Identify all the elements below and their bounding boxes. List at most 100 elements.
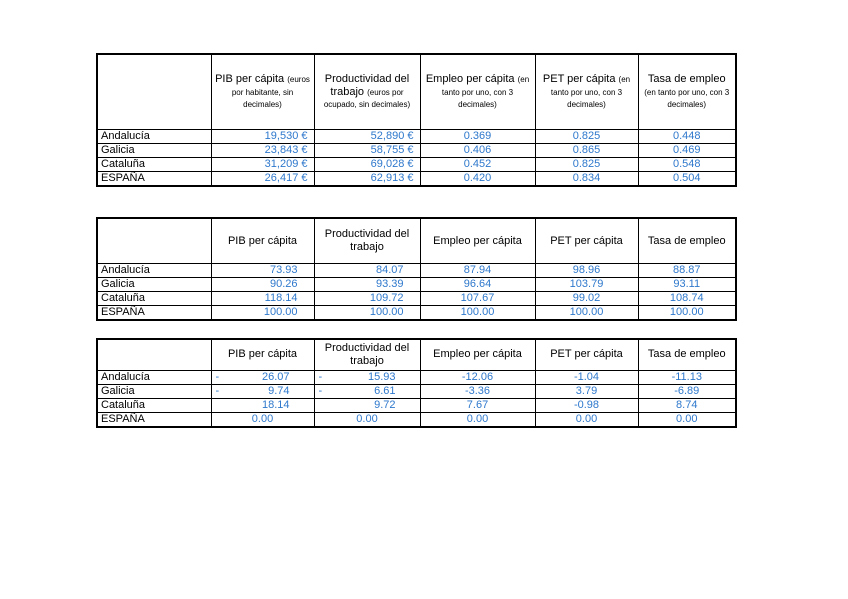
column-header: PET per cápita (en tanto por uno, con 3 … — [534, 53, 639, 130]
value-cell: 8.74 — [637, 397, 737, 413]
value-cell: 90.26 — [210, 277, 315, 292]
column-header: PET per cápita — [534, 217, 639, 264]
value-cell: 0.548 — [637, 157, 737, 172]
value-cell: 100.00 — [637, 305, 737, 321]
negative-dash: - — [318, 384, 323, 397]
column-title: PIB per cápita — [227, 234, 298, 247]
value-cell: 103.79 — [534, 277, 639, 292]
value-cell: - 15.93 — [313, 369, 421, 385]
value-cell: 0.406 — [419, 143, 536, 158]
column-header: PIB per cápita (euros por habitante, sin… — [210, 53, 315, 130]
row-label: ESPAÑA — [96, 411, 212, 428]
data-row: Andalucía 73.93 84.07 87.94 98.96 88.87 — [96, 263, 737, 278]
column-subtitle: (euros por habitante, sin decimales) — [231, 74, 310, 110]
negative-dash: - — [318, 370, 323, 383]
value-cell: 109.72 — [313, 291, 421, 306]
cell-value: 9.74 — [268, 384, 290, 397]
column-title: Empleo per cápita — [425, 72, 515, 85]
value-cell: - 26.07 — [210, 369, 315, 385]
table-indices: PIB per cápita Productividad del trabajo E… — [96, 217, 737, 321]
value-cell: 100.00 — [210, 305, 315, 321]
table-diferencias: PIB per cápita Productividad del trabajo E… — [96, 338, 737, 428]
value-cell: 23,843 € — [210, 143, 315, 158]
row-label: Andalucía — [96, 129, 212, 144]
data-row: Cataluña 31,209 €69,028 €0.452 0.825 0.548 — [96, 157, 737, 172]
column-header: Tasa de empleo — [637, 338, 737, 371]
column-subtitle: (en tanto por uno, con 3 decimales) — [550, 74, 631, 110]
column-header: Empleo per cápita (en tanto por uno, con… — [419, 53, 536, 130]
column-title: Tasa de empleo — [647, 72, 726, 85]
value-cell: 52,890 € — [313, 129, 421, 144]
data-row: Cataluña 118.14 109.72 107.67 99.02 108.74 — [96, 291, 737, 306]
row-label: Cataluña — [96, 291, 212, 306]
value-cell: 93.39 — [313, 277, 421, 292]
value-cell: 3.79 — [534, 383, 639, 399]
row-label: Andalucía — [96, 369, 212, 385]
value-cell: 108.74 — [637, 291, 737, 306]
column-header: Tasa de empleo — [637, 217, 737, 264]
value-cell: 9.72 — [313, 397, 421, 413]
data-row: Andalucía 19,530 €52,890 €0.369 0.825 0.448 — [96, 129, 737, 144]
corner-cell — [96, 338, 212, 371]
data-row: ESPAÑA 26,417 €62,913 €0.420 0.834 0.504 — [96, 171, 737, 187]
value-cell: 0.825 — [534, 129, 639, 144]
value-cell: 88.87 — [637, 263, 737, 278]
column-header: Empleo per cápita — [419, 338, 536, 371]
value-cell: 100.00 — [313, 305, 421, 321]
value-cell: -3.36 — [419, 383, 536, 399]
data-row: Galicia -9.74-6.61 -3.36 3.79 -6.89 — [96, 383, 737, 399]
row-label: Galicia — [96, 143, 212, 158]
value-cell: -11.13 — [637, 369, 737, 385]
data-row: ESPAÑA 0.00 0.00 0.00 0.00 0.00 — [96, 411, 737, 428]
value-cell: 96.64 — [419, 277, 536, 292]
value-cell: 7.67 — [419, 397, 536, 413]
value-cell: 18.14 — [210, 397, 315, 413]
value-cell: 0.00 — [534, 411, 639, 428]
accounting-negative: - 15.93 — [318, 370, 396, 383]
column-header: PET per cápita — [534, 338, 639, 371]
value-cell: 98.96 — [534, 263, 639, 278]
value-cell: 0.504 — [637, 171, 737, 187]
column-title: Tasa de empleo — [647, 234, 726, 247]
column-header: Empleo per cápita — [419, 217, 536, 264]
cell-value: 26.07 — [261, 370, 290, 383]
cell-value: 15.93 — [367, 370, 396, 383]
data-row: Cataluña 18.14 9.72 7.67 -0.98 8.74 — [96, 397, 737, 413]
value-cell: 0.865 — [534, 143, 639, 158]
column-title: Productividad del trabajo — [324, 228, 410, 253]
accounting-negative: - 26.07 — [215, 370, 290, 383]
column-title: Tasa de empleo — [647, 348, 726, 361]
data-row: Galicia 90.26 93.39 96.64 103.79 93.11 — [96, 277, 737, 292]
column-subtitle: (en tanto por uno, con 3 decimales) — [441, 74, 530, 110]
value-cell: 99.02 — [534, 291, 639, 306]
value-cell: 93.11 — [637, 277, 737, 292]
tables-area: PIB per cápita (euros por habitante, sin… — [96, 53, 737, 428]
data-row: Andalucía -26.07-15.93 -12.06 -1.04 -11.13 — [96, 369, 737, 385]
row-label: ESPAÑA — [96, 305, 212, 321]
row-label: Cataluña — [96, 157, 212, 172]
row-label: Andalucía — [96, 263, 212, 278]
column-header: PIB per cápita — [210, 338, 315, 371]
negative-dash: - — [215, 370, 220, 383]
column-title: Empleo per cápita — [433, 234, 522, 247]
value-cell: 107.67 — [419, 291, 536, 306]
value-cell: 73.93 — [210, 263, 315, 278]
value-cell: 0.00 — [313, 411, 421, 428]
value-cell: 0.00 — [637, 411, 737, 428]
column-header: Productividad del trabajo — [313, 217, 421, 264]
value-cell: 0.448 — [637, 129, 737, 144]
value-cell: 0.420 — [419, 171, 536, 187]
column-title: PET per cápita — [550, 348, 623, 361]
value-cell: - 6.61 — [313, 383, 421, 399]
value-cell: 0.369 — [419, 129, 536, 144]
value-cell: 84.07 — [313, 263, 421, 278]
column-title: PET per cápita — [542, 72, 616, 85]
value-cell: -6.89 — [637, 383, 737, 399]
value-cell: 100.00 — [534, 305, 639, 321]
column-title: PIB per cápita — [215, 72, 285, 85]
accounting-negative: - 9.74 — [216, 384, 290, 397]
value-cell: 31,209 € — [210, 157, 315, 172]
row-label: ESPAÑA — [96, 171, 212, 187]
value-cell: 118.14 — [210, 291, 315, 306]
